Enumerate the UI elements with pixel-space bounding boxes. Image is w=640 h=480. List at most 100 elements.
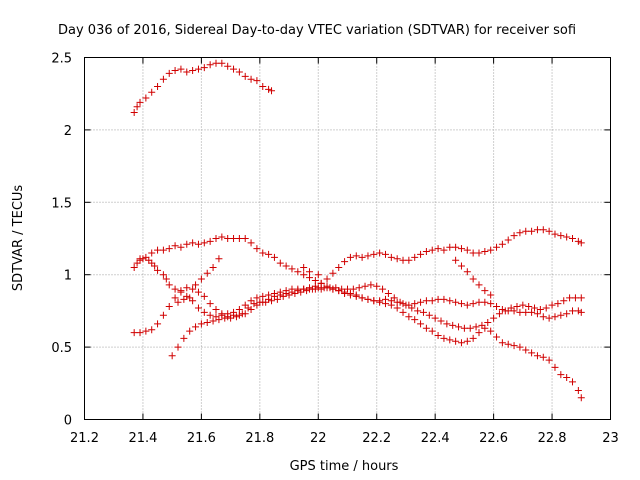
data-point-track-a — [399, 256, 407, 264]
data-point-track-d — [577, 294, 585, 302]
data-point-track-d — [484, 318, 492, 326]
data-point-track-a — [563, 233, 571, 241]
data-point-track-b — [230, 235, 238, 242]
data-point-track-c — [569, 307, 577, 315]
data-point-track-b — [469, 334, 477, 342]
data-point-track-high — [230, 65, 238, 73]
data-point-track-d — [431, 314, 439, 322]
data-point-track-a — [487, 246, 495, 254]
data-point-track-b — [235, 235, 243, 242]
data-point-track-d — [273, 295, 281, 303]
data-point-track-c — [510, 307, 518, 315]
data-point-track-high — [241, 72, 249, 80]
data-point-track-b — [159, 246, 167, 254]
data-point-track-d — [355, 284, 363, 292]
data-point-track-d — [326, 284, 334, 292]
data-point-track-a — [206, 300, 214, 308]
data-point-track-d — [209, 317, 217, 325]
data-point-track-a — [323, 275, 331, 283]
data-point-track-c — [434, 295, 442, 303]
data-point-track-c — [288, 285, 296, 293]
data-point-track-a — [194, 288, 202, 296]
data-point-track-c — [469, 300, 477, 308]
data-point-track-c — [352, 292, 360, 300]
data-point-track-d — [408, 304, 416, 312]
data-point-track-a — [165, 281, 173, 289]
data-point-track-high — [171, 67, 179, 75]
data-point-track-d — [425, 311, 433, 319]
data-point-track-d — [250, 300, 258, 308]
data-point-track-b — [282, 262, 290, 270]
data-point-track-c — [206, 311, 214, 319]
data-point-track-c — [452, 298, 460, 306]
data-point-track-a — [498, 240, 506, 248]
data-point-track-d — [379, 285, 387, 293]
data-point-track-a — [393, 255, 401, 263]
data-point-track-a — [247, 305, 255, 313]
data-point-track-high — [136, 98, 144, 106]
data-point-track-b — [189, 239, 197, 247]
data-point-track-c — [376, 297, 384, 305]
data-point-track-d — [437, 317, 445, 325]
data-point-track-c — [522, 308, 530, 316]
data-point-track-d — [256, 298, 264, 306]
data-point-track-b — [446, 336, 454, 344]
data-point-track-high — [142, 94, 150, 102]
data-point-track-b — [457, 339, 465, 347]
data-point-track-e — [180, 295, 188, 303]
data-point-track-d — [180, 334, 188, 342]
data-point-track-e — [481, 287, 489, 295]
data-point-track-b — [206, 237, 214, 245]
data-point-track-d — [513, 303, 521, 311]
x-tick-label: 23 — [602, 431, 619, 446]
data-point-track-b — [259, 249, 267, 257]
y-tick-label: 1 — [64, 269, 72, 284]
data-point-track-d — [542, 304, 550, 312]
data-point-track-d — [279, 292, 287, 300]
data-point-track-high — [148, 88, 156, 96]
data-point-track-c — [259, 292, 267, 300]
data-point-track-c — [487, 300, 495, 308]
data-point-track-a — [411, 253, 419, 261]
data-point-track-high — [218, 59, 226, 67]
data-point-track-b — [194, 240, 202, 248]
data-point-track-d — [332, 284, 340, 292]
data-point-track-a — [335, 263, 343, 271]
data-point-track-c — [183, 292, 191, 300]
data-point-track-b — [270, 253, 278, 261]
data-point-track-c — [341, 290, 349, 298]
grid-lines — [84, 57, 611, 420]
data-point-track-e — [203, 269, 211, 277]
data-point-track-e — [306, 268, 314, 276]
x-tick-label: 22.8 — [538, 431, 567, 446]
data-point-track-b — [551, 363, 559, 371]
data-point-track-c — [177, 288, 185, 296]
data-point-track-c — [282, 287, 290, 295]
data-point-track-c — [212, 313, 220, 321]
data-point-track-a — [475, 249, 483, 257]
data-point-track-d — [536, 305, 544, 313]
data-point-track-a — [557, 232, 565, 240]
y-tick-label: 2 — [64, 124, 72, 139]
data-point-track-b — [539, 353, 547, 361]
data-point-track-a — [463, 246, 471, 254]
data-point-track-d — [455, 323, 463, 331]
data-point-track-high — [133, 103, 141, 111]
x-tick-label: 22 — [310, 431, 327, 446]
data-point-track-a — [346, 253, 354, 261]
data-point-track-high — [130, 109, 138, 117]
data-point-track-high — [268, 87, 276, 95]
data-point-track-a — [440, 246, 448, 254]
data-point-track-d — [192, 323, 200, 331]
data-point-track-b — [253, 245, 261, 253]
data-point-track-c — [399, 300, 407, 308]
data-point-track-a — [162, 275, 170, 283]
data-point-track-b — [300, 271, 308, 279]
data-point-track-b — [224, 235, 232, 242]
data-point-track-e — [192, 281, 200, 289]
x-tick-label: 22.2 — [362, 431, 391, 446]
data-point-track-d — [320, 284, 328, 292]
data-point-track-c — [265, 291, 273, 299]
data-point-track-d — [566, 294, 574, 302]
y-tick-label: 0 — [64, 414, 72, 429]
